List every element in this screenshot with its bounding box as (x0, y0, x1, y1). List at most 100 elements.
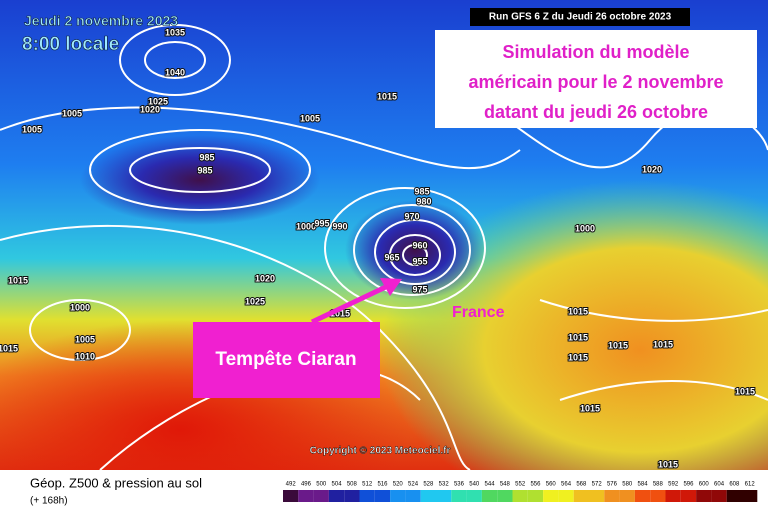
legend-tick-label: 584 (638, 482, 649, 488)
color-swatch (665, 490, 681, 502)
color-swatch (481, 490, 498, 502)
color-swatch (527, 490, 544, 502)
legend-tick-label: 552 (515, 482, 526, 488)
annotation-box (435, 30, 757, 128)
isobar-label: 1005 (22, 124, 42, 134)
isobar-label: 955 (412, 256, 427, 266)
legend-tick-label: 528 (423, 482, 434, 488)
isobar-label: 1000 (70, 302, 90, 312)
color-swatch (634, 490, 651, 502)
legend-subtitle: (+ 168h) (30, 496, 68, 507)
color-swatch (497, 490, 513, 502)
isobar-label: 1005 (62, 108, 82, 118)
isobar-label: 1040 (165, 67, 185, 77)
color-swatch (726, 490, 742, 502)
legend-tick-label: 612 (745, 482, 756, 488)
color-swatch (298, 490, 314, 502)
isobar-label: 1020 (255, 273, 275, 283)
isobar-label: 995 (314, 218, 329, 228)
legend-tick-label: 540 (469, 482, 480, 488)
legend-tick-label: 572 (592, 482, 603, 488)
color-swatch (344, 490, 360, 502)
legend-tick-label: 556 (530, 482, 541, 488)
map-time: 8:00 locale (22, 34, 119, 55)
legend-tick-label: 600 (699, 482, 710, 488)
legend-tick-label: 608 (729, 482, 740, 488)
color-swatch (313, 490, 329, 502)
isobar-label: 1000 (296, 221, 316, 231)
isobar-label: 1015 (568, 332, 588, 342)
isobar-label: 1035 (165, 27, 185, 37)
isobar-label: 1015 (735, 386, 755, 396)
isobar-label: 1015 (653, 339, 673, 349)
legend-tick-label: 520 (393, 482, 404, 488)
color-swatch (390, 490, 406, 502)
legend-tick-label: 492 (286, 482, 297, 488)
isobar-label: 1015 (377, 91, 397, 101)
color-swatch (680, 490, 697, 502)
legend-tick-label: 592 (668, 482, 679, 488)
legend-tick-label: 588 (653, 482, 664, 488)
isobar-label: 985 (414, 186, 429, 196)
annotation-line: Simulation du modèle (502, 42, 689, 62)
color-swatch (543, 490, 559, 502)
legend-tick-label: 532 (439, 482, 450, 488)
color-swatch (512, 490, 528, 502)
isobar-label: 965 (384, 252, 399, 262)
legend-tick-label: 548 (500, 482, 511, 488)
legend-tick-label: 604 (714, 482, 725, 488)
annotation-line: datant du jeudi 26 octobre (484, 102, 708, 122)
storm-core (345, 200, 485, 300)
color-swatch (436, 490, 452, 502)
legend-tick-label: 596 (683, 482, 694, 488)
color-swatch (604, 490, 620, 502)
isobar-label: 960 (412, 240, 427, 250)
isobar-label: 1015 (8, 275, 28, 285)
color-swatch (742, 490, 758, 502)
arrow (310, 281, 394, 325)
legend-tick-label: 508 (347, 482, 358, 488)
color-swatch (696, 490, 712, 502)
isobar-label: 1005 (300, 113, 320, 123)
isobar-label: 985 (197, 165, 212, 175)
color-swatch (328, 490, 345, 502)
legend-tick-label: 524 (408, 482, 419, 488)
color-swatch (558, 490, 574, 502)
legend-title: Géop. Z500 & pression au sol (30, 475, 202, 490)
color-swatch (619, 490, 635, 502)
storm-label: Tempête Ciaran (215, 349, 356, 370)
legend-tick-label: 504 (332, 482, 343, 488)
legend-tick-label: 512 (362, 482, 373, 488)
color-swatch (359, 490, 375, 502)
isobar-label: 970 (404, 211, 419, 221)
legend-tick-label: 564 (561, 482, 572, 488)
color-swatch (283, 490, 299, 502)
isobar-label: 1015 (568, 352, 588, 362)
color-swatch (374, 490, 391, 502)
legend-tick-label: 580 (622, 482, 633, 488)
isobar-label: 990 (332, 221, 347, 231)
copyright: Copyright © 2023 Meteociel.fr (310, 446, 451, 457)
legend-tick-label: 576 (607, 482, 618, 488)
arrow-head (380, 278, 402, 296)
isobar-label: 975 (412, 284, 427, 294)
isobar-label: 1025 (245, 296, 265, 306)
annotation-line: américain pour le 2 novembre (468, 72, 723, 92)
isobar-label: 1000 (575, 223, 595, 233)
legend-tick-label: 516 (377, 482, 388, 488)
map-date: Jeudi 2 novembre 2023 (24, 13, 178, 29)
legend-tick-label: 496 (301, 482, 312, 488)
color-swatch (451, 490, 467, 502)
color-swatch (405, 490, 421, 502)
color-swatch (420, 490, 436, 502)
color-swatch (650, 490, 666, 502)
country-label: France (452, 304, 505, 321)
storm-box (193, 322, 380, 398)
legend-tick-label: 560 (546, 482, 557, 488)
run-info: Run GFS 6 Z du Jeudi 26 octobre 2023 (489, 12, 672, 23)
isobar-label: 1015 (568, 306, 588, 316)
isobar-label: 1010 (75, 351, 95, 361)
isobar-label: 1025 (148, 96, 168, 106)
isobar-label: 1015 (0, 343, 18, 353)
